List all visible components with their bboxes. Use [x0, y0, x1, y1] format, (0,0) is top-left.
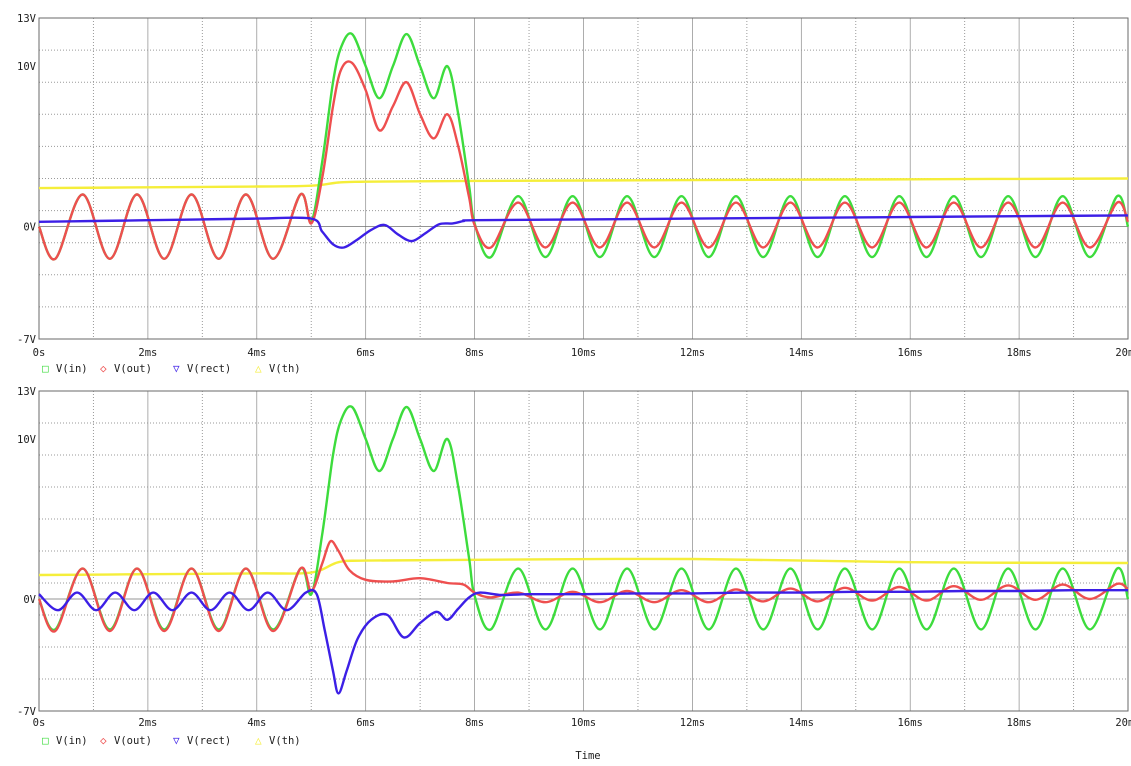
- legend-marker-icon: □: [42, 362, 49, 375]
- y-tick-label: 10V: [17, 434, 37, 446]
- series-line-vrect: [38, 214, 1129, 249]
- x-tick-label: 16ms: [898, 347, 923, 359]
- series-line-vout: [37, 60, 1130, 261]
- x-tick-label: 16ms: [898, 717, 923, 729]
- plot-series-group: [37, 405, 1130, 695]
- x-tick-label: 8ms: [465, 717, 484, 729]
- x-tick-label: 10ms: [571, 717, 596, 729]
- legend-label: V(in): [56, 735, 88, 747]
- x-tick-label: 10ms: [571, 347, 596, 359]
- x-tick-label: 2ms: [138, 717, 157, 729]
- x-tick-label: 4ms: [247, 347, 266, 359]
- series-line-vth: [38, 557, 1129, 577]
- y-tick-label: 10V: [17, 61, 37, 73]
- plot-border: [38, 390, 1129, 712]
- legend-marker-icon: △: [255, 734, 262, 747]
- series-line-vrect: [38, 588, 1129, 695]
- plot-grid: [39, 391, 1128, 711]
- legend: □ V(in) ◇ V(out) ▽ V(rect) △ V(th): [42, 362, 301, 375]
- legend: □ V(in) ◇ V(out) ▽ V(rect) △ V(th): [42, 734, 301, 747]
- legend-marker-icon: △: [255, 362, 262, 375]
- legend-marker-icon: ▽: [173, 362, 180, 375]
- x-tick-label: 0s: [33, 717, 46, 729]
- y-tick-label: 0V: [23, 594, 36, 606]
- legend-label: V(out): [114, 735, 152, 747]
- x-tick-label: 8ms: [465, 347, 484, 359]
- legend-label: V(rect): [187, 363, 231, 375]
- x-tick-label: 0s: [33, 347, 46, 359]
- y-tick-label: 13V: [17, 386, 37, 398]
- legend-label: V(th): [269, 363, 301, 375]
- y-tick-label: 0V: [23, 222, 36, 234]
- x-tick-label: 4ms: [247, 717, 266, 729]
- series-line-vth: [38, 177, 1129, 190]
- x-axis-title: Time: [575, 750, 600, 762]
- series-line-vout: [37, 539, 1129, 633]
- x-tick-label: 12ms: [680, 717, 705, 729]
- x-tick-label: 20ms: [1115, 347, 1131, 359]
- legend-label: V(rect): [187, 735, 231, 747]
- x-tick-label: 2ms: [138, 347, 157, 359]
- x-tick-label: 14ms: [789, 717, 814, 729]
- legend-label: V(th): [269, 735, 301, 747]
- legend-marker-icon: □: [42, 734, 49, 747]
- legend-marker-icon: ◇: [100, 362, 107, 375]
- legend-marker-icon: ◇: [100, 734, 107, 747]
- legend-label: V(in): [56, 363, 88, 375]
- y-tick-label: 13V: [17, 13, 37, 25]
- x-tick-label: 6ms: [356, 347, 375, 359]
- x-tick-label: 12ms: [680, 347, 705, 359]
- legend-label: V(out): [114, 363, 152, 375]
- plot-series-group: [37, 32, 1130, 261]
- x-tick-label: 20ms: [1115, 717, 1131, 729]
- x-tick-label: 18ms: [1006, 347, 1031, 359]
- legend-marker-icon: ▽: [173, 734, 180, 747]
- x-tick-label: 18ms: [1006, 717, 1031, 729]
- x-tick-label: 6ms: [356, 717, 375, 729]
- y-tick-label: -7V: [17, 334, 37, 346]
- y-tick-label: -7V: [17, 706, 37, 718]
- x-tick-label: 14ms: [789, 347, 814, 359]
